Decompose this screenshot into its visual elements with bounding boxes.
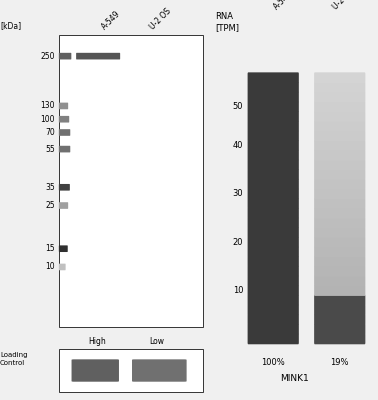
FancyBboxPatch shape (248, 266, 299, 276)
FancyBboxPatch shape (248, 188, 299, 199)
Text: 10: 10 (233, 286, 243, 295)
FancyBboxPatch shape (314, 304, 366, 315)
FancyBboxPatch shape (314, 111, 366, 122)
FancyBboxPatch shape (248, 227, 299, 238)
FancyBboxPatch shape (248, 179, 299, 190)
FancyBboxPatch shape (314, 276, 366, 286)
FancyBboxPatch shape (59, 116, 69, 122)
FancyBboxPatch shape (248, 256, 299, 267)
Text: [kDa]: [kDa] (0, 21, 21, 30)
FancyBboxPatch shape (248, 304, 299, 315)
Text: 19%: 19% (330, 358, 349, 367)
Text: MINK1: MINK1 (280, 374, 309, 384)
FancyBboxPatch shape (314, 256, 366, 267)
FancyBboxPatch shape (314, 82, 366, 93)
FancyBboxPatch shape (314, 121, 366, 132)
FancyBboxPatch shape (248, 130, 299, 141)
FancyBboxPatch shape (314, 324, 366, 335)
Text: U-2 OS: U-2 OS (332, 0, 356, 12)
FancyBboxPatch shape (71, 359, 119, 382)
FancyBboxPatch shape (59, 129, 70, 136)
FancyBboxPatch shape (314, 334, 366, 344)
FancyBboxPatch shape (314, 285, 366, 296)
FancyBboxPatch shape (59, 202, 68, 209)
FancyBboxPatch shape (314, 160, 366, 170)
FancyBboxPatch shape (248, 101, 299, 112)
FancyBboxPatch shape (314, 227, 366, 238)
FancyBboxPatch shape (248, 92, 299, 102)
FancyBboxPatch shape (248, 208, 299, 218)
Text: 15: 15 (45, 244, 55, 253)
FancyBboxPatch shape (314, 169, 366, 180)
FancyBboxPatch shape (59, 264, 66, 270)
Text: Loading
Control: Loading Control (0, 352, 28, 366)
FancyBboxPatch shape (59, 184, 70, 190)
FancyBboxPatch shape (314, 218, 366, 228)
FancyBboxPatch shape (248, 334, 299, 344)
FancyBboxPatch shape (314, 92, 366, 102)
FancyBboxPatch shape (314, 179, 366, 190)
FancyBboxPatch shape (248, 160, 299, 170)
Text: 100: 100 (40, 115, 55, 124)
FancyBboxPatch shape (132, 359, 187, 382)
FancyBboxPatch shape (248, 121, 299, 132)
Text: 50: 50 (233, 102, 243, 111)
FancyBboxPatch shape (248, 295, 299, 306)
Text: 55: 55 (45, 145, 55, 154)
Bar (59, 349, 203, 392)
Text: 70: 70 (45, 128, 55, 137)
FancyBboxPatch shape (314, 208, 366, 218)
FancyBboxPatch shape (248, 276, 299, 286)
FancyBboxPatch shape (248, 150, 299, 160)
Text: 10: 10 (45, 262, 55, 272)
Text: A-549: A-549 (271, 0, 294, 12)
Text: 30: 30 (232, 189, 243, 198)
FancyBboxPatch shape (314, 140, 366, 151)
FancyBboxPatch shape (248, 314, 299, 325)
Text: 130: 130 (40, 102, 55, 110)
Bar (59, 34, 203, 327)
Text: U-2 OS: U-2 OS (149, 6, 173, 31)
FancyBboxPatch shape (59, 245, 68, 252)
FancyBboxPatch shape (314, 237, 366, 248)
FancyBboxPatch shape (314, 295, 366, 306)
FancyBboxPatch shape (59, 146, 70, 152)
FancyBboxPatch shape (314, 130, 366, 141)
Text: A-549: A-549 (99, 9, 122, 31)
Text: 20: 20 (233, 238, 243, 247)
FancyBboxPatch shape (248, 198, 299, 209)
FancyBboxPatch shape (248, 285, 299, 296)
Text: 35: 35 (45, 183, 55, 192)
Text: 100%: 100% (261, 358, 285, 367)
Text: Low: Low (150, 337, 165, 346)
FancyBboxPatch shape (314, 188, 366, 199)
FancyBboxPatch shape (314, 72, 366, 83)
FancyBboxPatch shape (314, 150, 366, 160)
FancyBboxPatch shape (248, 140, 299, 151)
Text: 25: 25 (45, 201, 55, 210)
Text: RNA
[TPM]: RNA [TPM] (215, 12, 239, 32)
FancyBboxPatch shape (314, 266, 366, 276)
FancyBboxPatch shape (248, 246, 299, 257)
FancyBboxPatch shape (248, 82, 299, 93)
FancyBboxPatch shape (248, 237, 299, 248)
Text: 250: 250 (40, 52, 55, 61)
FancyBboxPatch shape (248, 218, 299, 228)
FancyBboxPatch shape (59, 53, 71, 60)
Text: High: High (88, 337, 105, 346)
FancyBboxPatch shape (314, 198, 366, 209)
FancyBboxPatch shape (314, 314, 366, 325)
FancyBboxPatch shape (248, 72, 299, 83)
FancyBboxPatch shape (248, 324, 299, 335)
FancyBboxPatch shape (314, 101, 366, 112)
FancyBboxPatch shape (59, 103, 68, 109)
FancyBboxPatch shape (248, 111, 299, 122)
Text: 40: 40 (233, 141, 243, 150)
FancyBboxPatch shape (248, 169, 299, 180)
FancyBboxPatch shape (314, 246, 366, 257)
FancyBboxPatch shape (76, 53, 120, 60)
